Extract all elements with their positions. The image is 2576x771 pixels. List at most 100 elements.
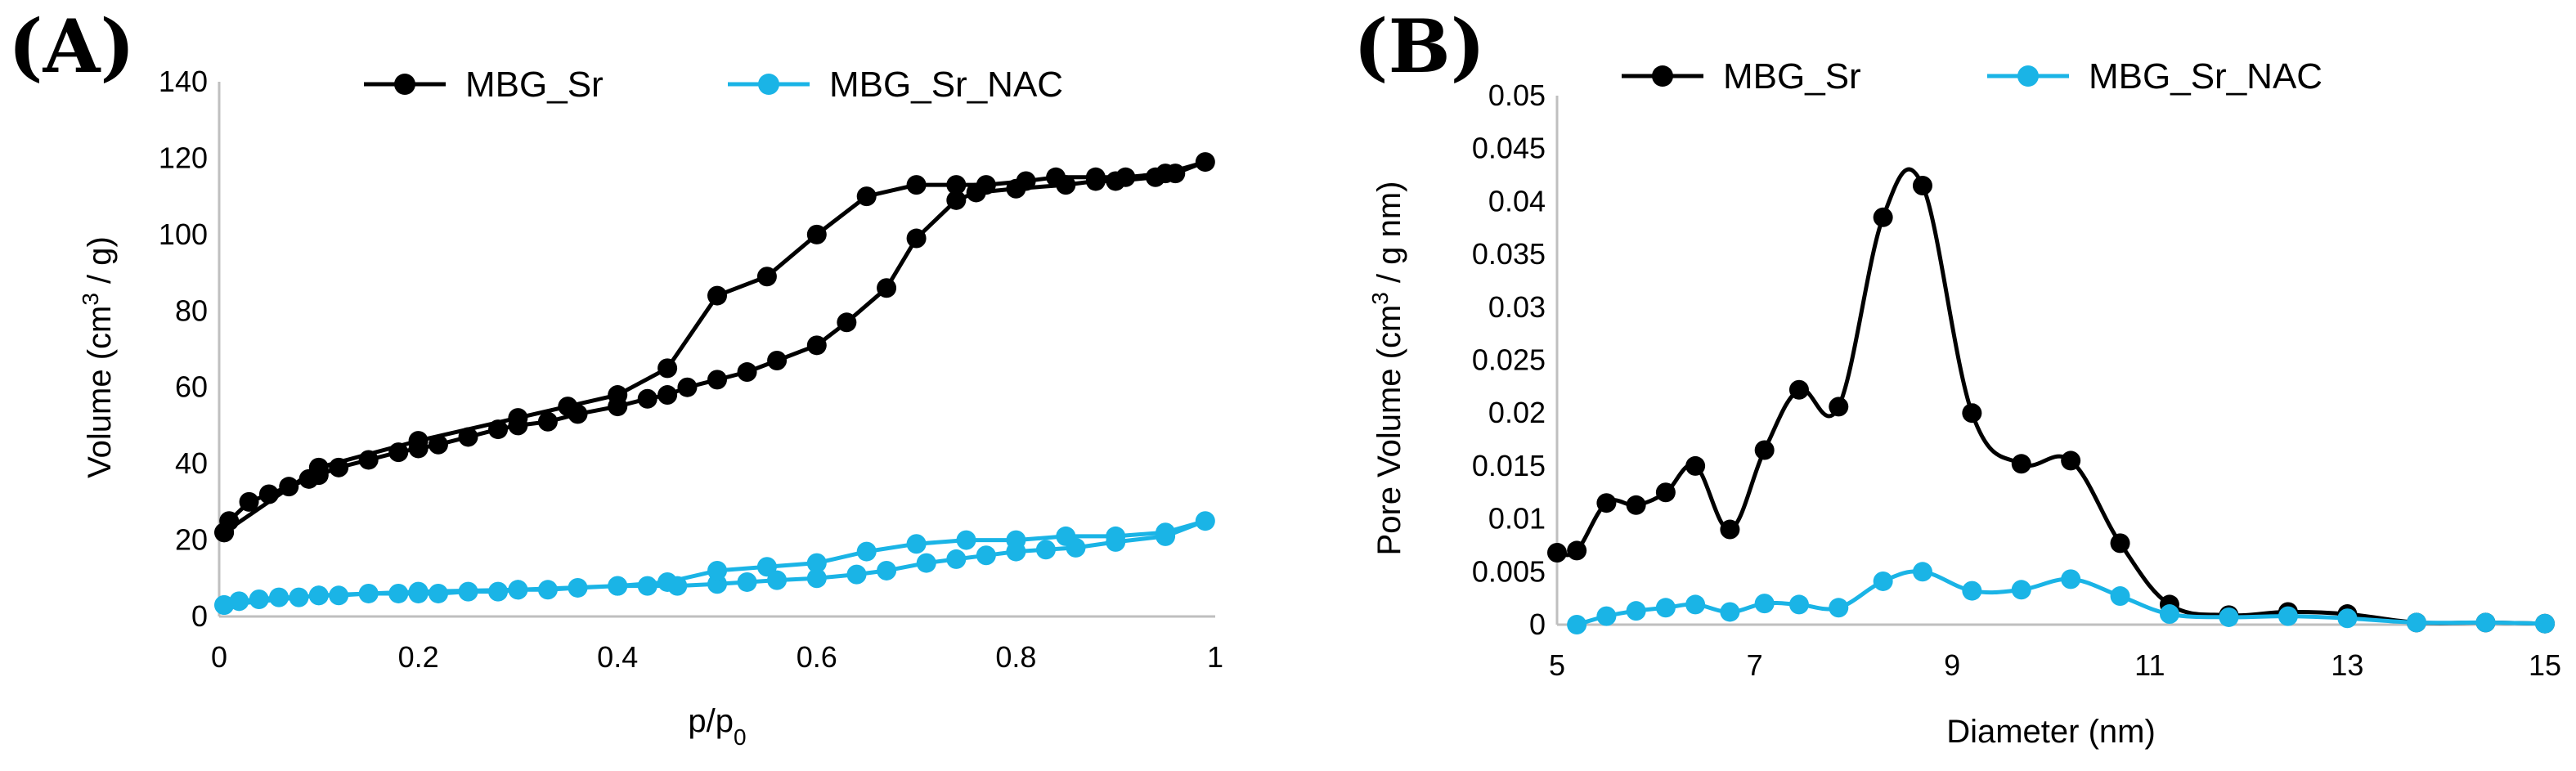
y-tick-label: 40: [175, 446, 208, 480]
data-point: [408, 581, 429, 602]
y-tick-label: 0.05: [1488, 78, 1546, 112]
legend-label: MBG_Sr: [465, 65, 604, 105]
data-point: [508, 580, 528, 600]
data-point: [537, 580, 558, 600]
data-point: [214, 522, 235, 543]
data-point: [1829, 598, 1849, 618]
legend-entry: MBG_Sr_NAC: [1987, 56, 2322, 96]
y-axis-title-main: Pore Volume (cm: [1371, 305, 1407, 556]
data-point: [2011, 580, 2031, 600]
data-point: [657, 572, 678, 592]
panel-b-chart: (B) 0 0.005 0.01 0.015 0.02 0.025 0.03 0.035 0.04…: [1353, 3, 2561, 750]
data-point: [2475, 612, 2496, 633]
data-point: [1788, 379, 1809, 400]
x-axis-title-main: Diameter (nm): [1946, 714, 2156, 750]
data-point: [308, 585, 329, 606]
data-point: [906, 534, 927, 554]
x-tick-label: 5: [1549, 648, 1565, 682]
y-tick-label: 0.025: [1472, 343, 1546, 377]
legend-label: MBG_Sr_NAC: [829, 65, 1063, 105]
data-point: [269, 587, 289, 607]
data-point: [837, 312, 857, 333]
legend-entry: MBG_Sr: [1622, 56, 1861, 96]
legend-marker: [1652, 65, 1673, 87]
y-axis-title: Volume (cm3 / g): [78, 236, 119, 478]
panel-b-label: (B): [1353, 3, 1485, 90]
data-point: [1156, 522, 1176, 543]
data-point: [657, 385, 678, 406]
data-point: [1567, 615, 1587, 634]
y-tick-label: 120: [159, 141, 208, 174]
data-point: [976, 545, 996, 566]
data-point: [2406, 612, 2426, 633]
data-point: [877, 278, 897, 298]
legend-entry: MBG_Sr: [364, 65, 604, 105]
data-point: [2110, 533, 2130, 554]
data-point: [2159, 604, 2179, 625]
data-point: [1754, 440, 1775, 460]
data-point: [408, 431, 429, 451]
data-point: [806, 224, 827, 244]
data-point: [214, 594, 235, 615]
data-point: [388, 442, 409, 463]
data-point: [806, 568, 827, 589]
data-point: [1720, 602, 1740, 622]
data-point: [906, 228, 927, 249]
data-point: [289, 587, 309, 607]
data-point: [2219, 607, 2239, 627]
data-point: [2337, 608, 2358, 629]
data-point: [358, 583, 379, 603]
series-MBG_Sr_NAC: [1567, 562, 2555, 634]
series-MBG_Sr: [1547, 167, 2555, 634]
y-tick-label: 0.02: [1488, 396, 1546, 429]
x-axis-title: Diameter (nm): [1946, 714, 2156, 750]
y-tick-label: 0: [1529, 607, 1546, 641]
y-tick-label: 60: [175, 370, 208, 404]
x-tick-label: 1: [1207, 640, 1223, 674]
data-point: [1626, 495, 1646, 515]
data-point: [737, 572, 757, 592]
y-tick-label: 80: [175, 294, 208, 327]
x-tick-label: 0: [211, 640, 227, 674]
data-point: [1596, 606, 1617, 626]
data-point: [1754, 594, 1775, 614]
y-tick-label: 140: [159, 65, 208, 98]
legend-label: MBG_Sr: [1723, 56, 1861, 96]
data-point: [1788, 594, 1809, 615]
data-point: [458, 581, 478, 602]
data-point: [537, 411, 558, 432]
data-point: [707, 560, 727, 580]
data-point: [308, 457, 329, 477]
data-point: [2061, 450, 2081, 471]
data-point: [1962, 403, 1982, 424]
series-line: [222, 159, 1208, 535]
data-point: [1655, 482, 1676, 503]
x-tick-label: 15: [2529, 648, 2561, 682]
data-point: [329, 457, 349, 477]
data-point: [976, 175, 996, 195]
data-point: [458, 427, 478, 447]
data-point: [767, 570, 788, 590]
data-point: [1085, 167, 1106, 187]
data-point: [657, 358, 678, 379]
data-point: [906, 175, 927, 195]
data-point: [1912, 562, 1932, 582]
data-point: [1829, 397, 1849, 417]
x-tick-label: 0.6: [797, 640, 837, 674]
data-point: [1873, 207, 1893, 227]
series-MBG_Sr_NAC: [214, 511, 1215, 615]
data-point: [1962, 580, 1982, 601]
data-point: [1626, 601, 1646, 621]
data-point: [1156, 164, 1176, 184]
data-point: [358, 450, 379, 470]
data-point: [677, 377, 698, 397]
data-point: [2278, 606, 2298, 626]
x-tick-label: 7: [1747, 648, 1763, 682]
series-line: [1556, 167, 2546, 626]
x-axis-title: p/p0: [688, 703, 746, 750]
y-tick-label: 20: [175, 523, 208, 557]
data-point: [1685, 594, 1706, 615]
data-point: [2011, 454, 2031, 474]
